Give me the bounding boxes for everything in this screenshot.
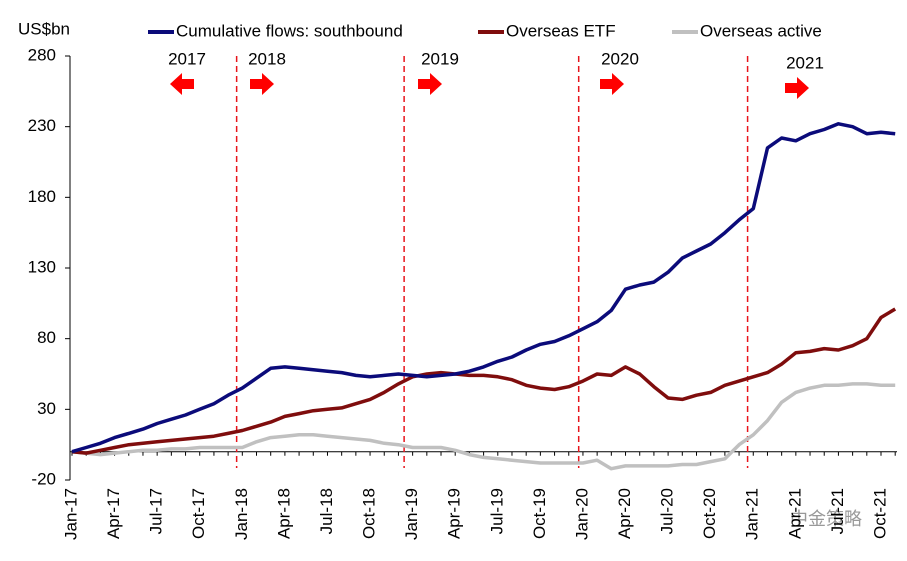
legend-label: Overseas ETF [506,21,616,40]
year-label: 2017 [168,49,206,68]
series-line [71,382,896,471]
year-label: 2021 [786,53,824,72]
x-tick-label: Jan-17 [61,488,80,540]
x-tick-label: Jul-20 [658,488,677,534]
y-tick-label: 30 [37,399,56,418]
year-arrow [600,73,624,95]
x-tick-label: Oct-18 [360,488,379,539]
x-tick-label: Jan-19 [402,488,421,540]
x-tick-label: Apr-20 [615,488,634,539]
y-tick-label: -20 [31,469,56,488]
x-tick-label: Jan-20 [572,488,591,540]
watermark: 中金策略 [790,509,862,529]
y-tick-label: 80 [37,328,56,347]
x-tick-label: Apr-18 [274,488,293,539]
year-arrow [418,73,442,95]
year-label: 2020 [601,49,639,68]
y-tick-label: 280 [28,45,56,64]
x-tick-label: Jan-18 [232,488,251,540]
year-arrow [170,73,194,95]
year-arrow [250,73,274,95]
x-tick-label: Oct-21 [870,488,889,539]
y-unit-label: US$bn [18,19,70,38]
x-tick-label: Jul-19 [487,488,506,534]
year-label: 2018 [248,49,286,68]
series-line [71,307,897,455]
y-tick-label: 180 [28,187,56,206]
x-tick-label: Apr-19 [445,488,464,539]
x-tick-label: Oct-20 [700,488,719,539]
x-tick-label: Jul-21 [828,488,847,534]
x-tick-label: Oct-17 [189,488,208,539]
x-tick-label: Apr-17 [104,488,123,539]
x-tick-label: Apr-21 [785,488,804,539]
legend-label: Overseas active [700,21,822,40]
year-label: 2019 [421,49,459,68]
y-tick-label: 230 [28,116,56,135]
x-tick-label: Jul-17 [147,488,166,534]
y-tick-label: 130 [28,257,56,276]
legend-label: Cumulative flows: southbound [176,21,403,40]
x-tick-label: Jan-21 [743,488,762,540]
year-arrow [785,77,809,99]
x-tick-label: Oct-19 [530,488,549,539]
x-tick-label: Jul-18 [317,488,336,534]
series-line [71,122,896,454]
